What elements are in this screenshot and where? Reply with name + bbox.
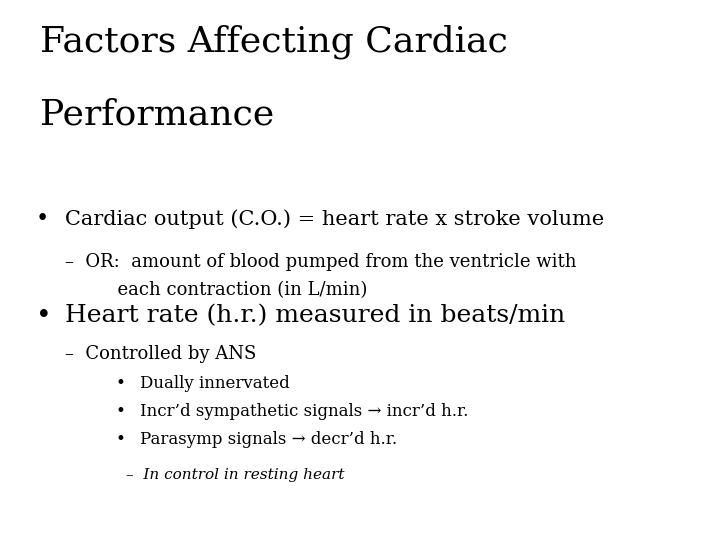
Text: Dually innervated: Dually innervated [140,375,290,392]
Text: Cardiac output (C.O.) = heart rate x stroke volume: Cardiac output (C.O.) = heart rate x str… [65,209,604,228]
Text: •: • [115,375,125,392]
Text: •: • [115,431,125,448]
Text: –  OR:  amount of blood pumped from the ventricle with: – OR: amount of blood pumped from the ve… [65,253,576,271]
Text: –  In control in resting heart: – In control in resting heart [126,468,344,482]
Text: Incr’d sympathetic signals → incr’d h.r.: Incr’d sympathetic signals → incr’d h.r. [140,403,469,420]
Text: each contraction (in L/min): each contraction (in L/min) [83,281,367,299]
Text: •: • [36,303,52,328]
Text: •: • [115,403,125,420]
Text: –  Controlled by ANS: – Controlled by ANS [65,345,256,363]
Text: Factors Affecting Cardiac: Factors Affecting Cardiac [40,24,508,59]
Text: Parasymp signals → decr’d h.r.: Parasymp signals → decr’d h.r. [140,431,397,448]
Text: Performance: Performance [40,97,274,131]
Text: •: • [36,208,49,230]
Text: Heart rate (h.r.) measured in beats/min: Heart rate (h.r.) measured in beats/min [65,305,565,327]
